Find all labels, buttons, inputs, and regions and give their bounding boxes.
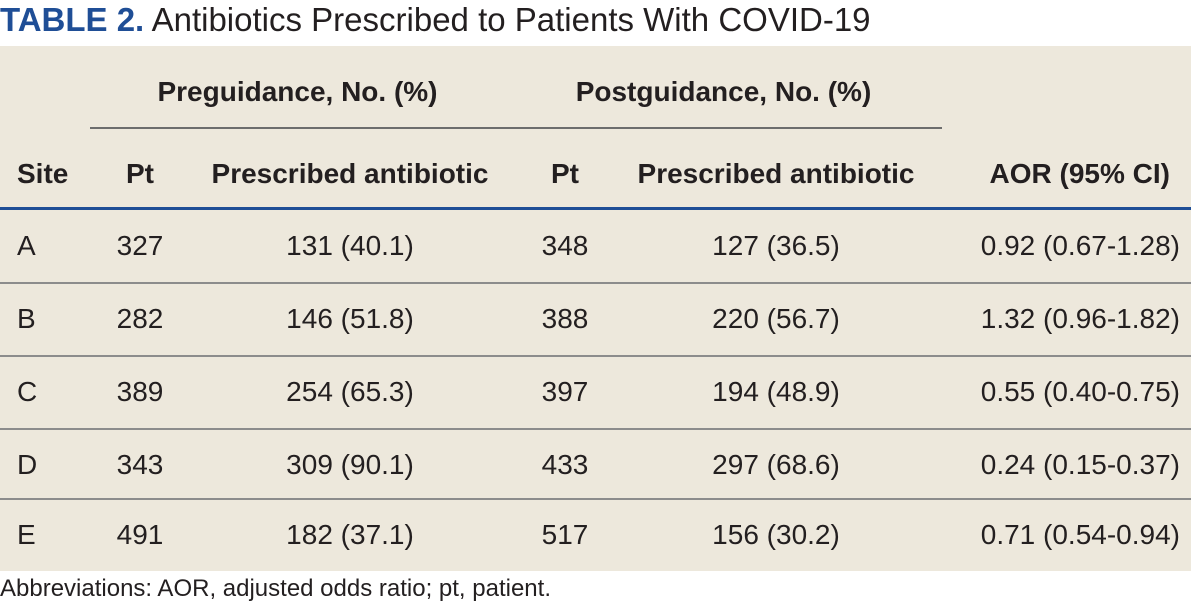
row-divider	[0, 355, 1191, 357]
table-number-label: TABLE 2.	[0, 1, 145, 38]
cell-pt-pre: 282	[116, 303, 164, 334]
cell-aor: 0.55 (0.40-0.75)	[980, 376, 1180, 407]
cell-pt-post: 433	[541, 449, 589, 480]
cell-prescribed-post: 194 (48.9)	[712, 376, 840, 407]
cell-site: E	[17, 519, 36, 550]
table-row: D 343 309 (90.1) 433 297 (68.6) 0.24 (0.…	[0, 429, 1191, 501]
column-header-aor: AOR (95% CI)	[989, 158, 1170, 189]
table-title: TABLE 2. Antibiotics Prescribed to Patie…	[0, 0, 871, 44]
cell-aor: 1.32 (0.96-1.82)	[980, 303, 1180, 334]
cell-aor: 0.71 (0.54-0.94)	[980, 519, 1180, 550]
table-row: B 282 146 (51.8) 388 220 (56.7) 1.32 (0.…	[0, 283, 1191, 355]
cell-prescribed-post: 156 (30.2)	[712, 519, 840, 550]
cell-pt-pre: 327	[116, 230, 164, 261]
cell-pt-pre: 491	[116, 519, 164, 550]
cell-aor: 0.92 (0.67-1.28)	[980, 230, 1180, 261]
cell-prescribed-post: 127 (36.5)	[712, 230, 840, 261]
group-header-postguidance: Postguidance, No. (%)	[575, 76, 872, 107]
cell-prescribed-pre: 254 (65.3)	[286, 376, 414, 407]
row-divider	[0, 282, 1191, 284]
cell-site: D	[17, 449, 38, 480]
table-row: C 389 254 (65.3) 397 194 (48.9) 0.55 (0.…	[0, 356, 1191, 428]
column-header-site: Site	[17, 158, 69, 189]
cell-prescribed-pre: 309 (90.1)	[286, 449, 414, 480]
table-row: A 327 131 (40.1) 348 127 (36.5) 0.92 (0.…	[0, 210, 1191, 282]
table-row: E 491 182 (37.1) 517 156 (30.2) 0.71 (0.…	[0, 499, 1191, 571]
data-table: Preguidance, No. (%) Postguidance, No. (…	[0, 46, 1191, 571]
cell-pt-pre: 389	[116, 376, 164, 407]
cell-site: C	[17, 376, 38, 407]
cell-pt-post: 348	[541, 230, 589, 261]
cell-aor: 0.24 (0.15-0.37)	[980, 449, 1180, 480]
cell-prescribed-pre: 182 (37.1)	[286, 519, 414, 550]
group-header-preguidance: Preguidance, No. (%)	[157, 76, 438, 107]
column-header-prescribed-post: Prescribed antibiotic	[637, 158, 915, 189]
cell-prescribed-pre: 146 (51.8)	[286, 303, 414, 334]
row-divider	[0, 428, 1191, 430]
group-header-divider	[90, 127, 942, 129]
column-header-pt-post: Pt	[551, 158, 579, 189]
cell-pt-post: 517	[541, 519, 589, 550]
cell-site: B	[17, 303, 36, 334]
row-divider	[0, 498, 1191, 500]
cell-pt-pre: 343	[116, 449, 164, 480]
table-title-text: Antibiotics Prescribed to Patients With …	[151, 1, 871, 38]
header-rule	[0, 207, 1191, 210]
table-footnote: Abbreviations: AOR, adjusted odds ratio;…	[0, 575, 551, 602]
cell-prescribed-post: 297 (68.6)	[712, 449, 840, 480]
cell-prescribed-post: 220 (56.7)	[712, 303, 840, 334]
cell-pt-post: 388	[541, 303, 589, 334]
column-header-prescribed-pre: Prescribed antibiotic	[211, 158, 489, 189]
cell-prescribed-pre: 131 (40.1)	[286, 230, 414, 261]
cell-pt-post: 397	[541, 376, 589, 407]
column-header-pt-pre: Pt	[126, 158, 154, 189]
cell-site: A	[17, 230, 36, 261]
